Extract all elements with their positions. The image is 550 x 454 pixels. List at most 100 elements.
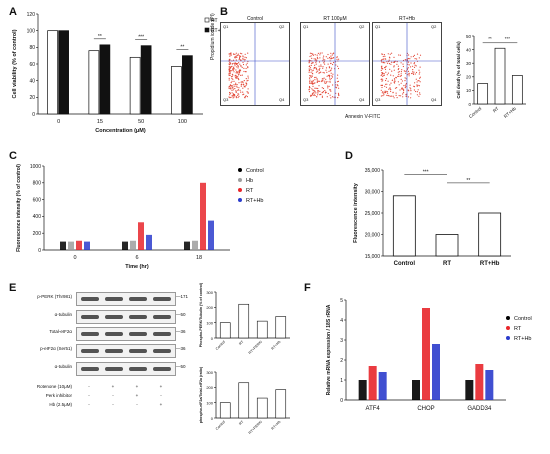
flow-quadrant-label: Q2 [431,24,437,29]
flow-event [235,69,237,71]
flow-event [336,77,338,79]
flow-event [330,69,332,71]
chart-d-x-tick-label: Control [394,261,416,267]
blot-band [81,297,99,301]
flow-event [308,71,310,73]
flow-event [235,59,237,61]
flow-event [384,66,387,68]
flow-event [310,95,312,97]
flow-plot-3: RT+Hb Q1 Q2 Q3 Q4 [372,16,442,106]
flow-event [332,63,334,66]
flow-quadrant-label: Q1 [303,24,309,29]
flow-event [386,83,388,85]
flow-event [392,92,394,94]
flow-event [390,88,392,91]
flow-event [242,94,244,96]
flow-event [311,75,313,77]
flow-event [310,71,312,73]
flow-event [395,94,397,96]
flow-event [410,66,412,68]
flow-event [327,63,329,65]
flow-event [239,55,241,57]
flow-event [321,79,323,81]
chart-d-y-tick-label: 30,000 [365,189,381,195]
flow-event [410,88,412,90]
flow-event [317,70,319,72]
chart-c-legend-label: RT+Hb [246,198,263,204]
chart-a-legend-swatch [204,27,210,33]
treatment-sign: - [88,384,90,389]
flow-event [322,67,324,69]
flow-event [229,67,231,69]
flow-event [415,71,418,74]
flow-event [230,66,232,68]
chart-b-y-tick-label: 40 [466,47,472,52]
flow-event [233,53,235,55]
flow-event [233,96,235,98]
flow-event [232,78,234,80]
flow-event [237,67,239,69]
flow-event [380,95,382,97]
flow-event [337,85,339,87]
flow-event [407,58,409,60]
flow-event [233,67,235,69]
flow-event [245,57,247,59]
flow-event [233,62,235,64]
chart-f-y-tick-label: 0 [340,398,343,404]
chart-e2-x-tick-label: RT [238,419,245,426]
flow-event [318,72,320,74]
flow-event [401,69,403,71]
flow-event [315,61,317,63]
chart-c-x-tick-label: 0 [73,255,76,261]
chart-e2-x-tick-label: Control [215,420,226,431]
flow-event [393,81,395,83]
chart-a-sig-label: ** [98,34,102,40]
flow-event [242,83,245,85]
flow-event [247,79,249,81]
flow-event [337,74,339,76]
flow-event [418,73,420,75]
flow-event [319,90,321,92]
chart-d-sig-label: *** [423,169,429,175]
chart-c-legend-label: RT [246,188,254,194]
flow-event [231,89,233,91]
flow-event [405,78,407,80]
flow-event [308,91,311,93]
flow-event [317,80,319,82]
flow-event [230,82,232,84]
flow-event [328,70,330,72]
flow-event [315,76,317,78]
flow-event [228,66,230,68]
flow-event [309,82,311,84]
chart-a-legend-swatch [204,17,210,23]
flow-event [410,56,412,58]
blot-strip [76,362,176,376]
flow-event [236,84,238,86]
chart-a-bar-rt-hb [99,44,111,115]
flow-event [327,87,329,89]
flow-event [386,61,388,63]
flow-event [245,82,247,84]
flow-event [315,63,317,65]
flow-event [394,80,396,82]
flow-event [389,84,391,86]
flow-event [412,72,414,74]
flow-event [240,91,242,93]
flow-event [400,73,402,75]
flow-event [231,75,233,78]
flow-event [244,96,246,98]
flow-event [336,81,339,83]
flow-event [408,54,410,56]
flow-event [314,64,316,66]
chart-a-x-tick-label: 0 [57,119,60,125]
chart-e2-y-axis-label: phospho-eIF2a/Total-eIF2a (ratio) [199,366,203,423]
blot-strip [76,344,176,358]
flow-event [239,69,241,71]
flow-event [325,78,327,80]
flow-event [403,85,405,87]
flow-event [313,66,315,69]
flow-event [416,94,418,96]
flow-event [236,71,238,73]
flow-event [320,65,322,67]
chart-c-legend-marker [238,178,242,182]
